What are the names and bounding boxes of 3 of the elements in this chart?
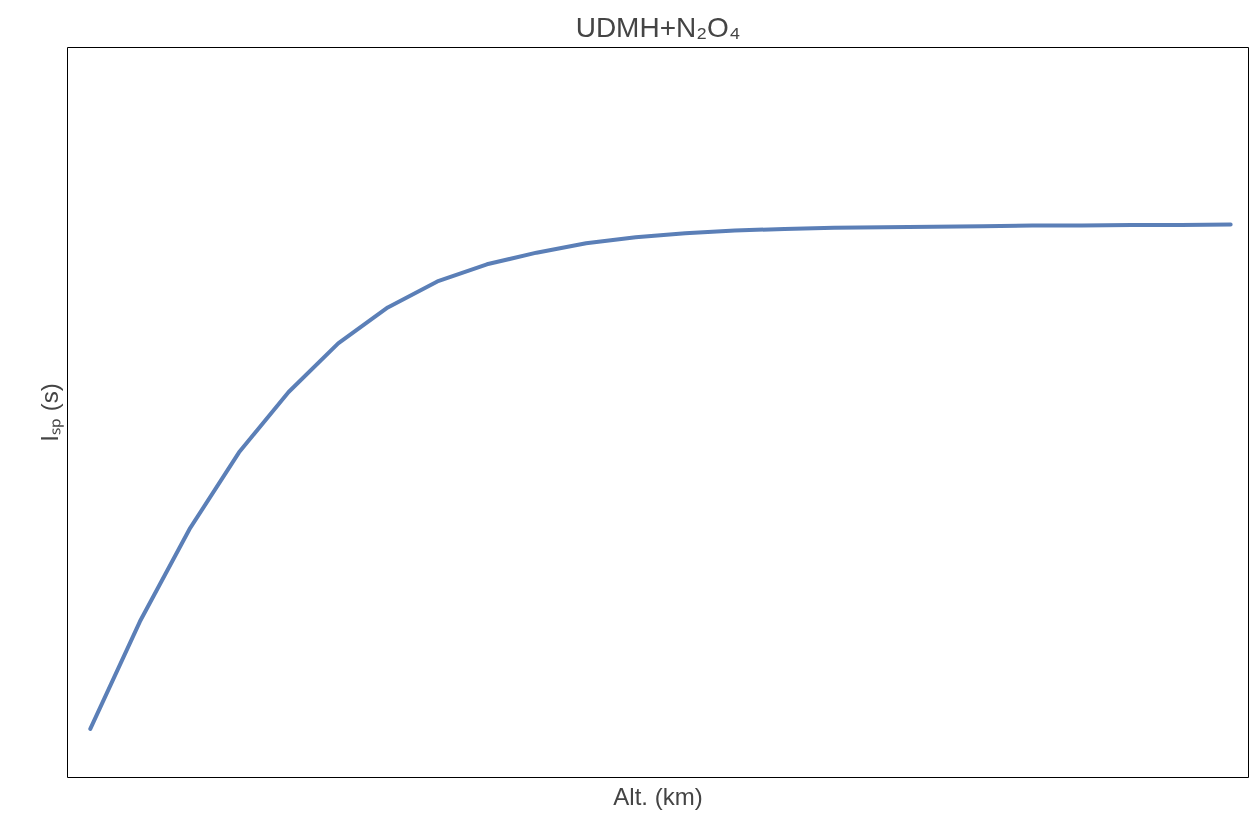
y-axis-title: Iₛₚ (s) xyxy=(35,383,64,442)
x-axis-title: Alt. (km) xyxy=(613,782,703,810)
chart-title: UDMH+N₂O₄ xyxy=(575,11,741,43)
